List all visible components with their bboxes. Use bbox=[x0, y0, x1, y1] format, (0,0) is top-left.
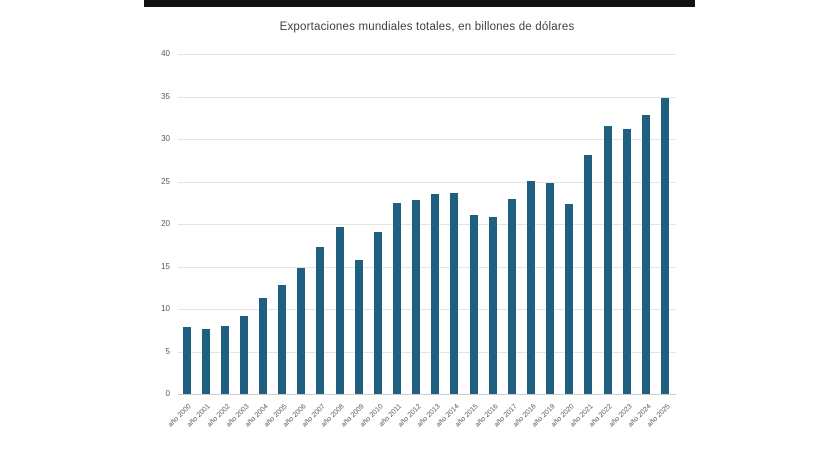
y-tick-label: 40 bbox=[161, 49, 170, 58]
bar-año-2010 bbox=[373, 231, 382, 394]
bar-año-2016 bbox=[488, 217, 497, 394]
chart-title: Exportaciones mundiales totales, en bill… bbox=[279, 21, 575, 33]
bar-año-2004 bbox=[259, 297, 268, 394]
gridline bbox=[178, 266, 676, 268]
y-tick-label: 5 bbox=[165, 346, 170, 356]
bar-año-2011 bbox=[393, 202, 402, 394]
gridline bbox=[178, 181, 676, 183]
gridline bbox=[178, 96, 676, 98]
bar-año-2008 bbox=[335, 226, 344, 394]
gridline bbox=[178, 54, 676, 55]
gridline bbox=[178, 139, 676, 140]
y-tick-label: 30 bbox=[161, 134, 170, 143]
bar-año-2024 bbox=[641, 115, 650, 394]
bar-año-2014 bbox=[450, 192, 459, 394]
bar-año-2017 bbox=[507, 199, 516, 394]
bar-año-2022 bbox=[603, 126, 612, 394]
gridline bbox=[178, 309, 676, 310]
bar-año-2005 bbox=[278, 285, 287, 394]
bar-año-2000 bbox=[182, 326, 191, 394]
bar-año-2002 bbox=[220, 326, 229, 394]
gridline bbox=[178, 224, 676, 225]
y-tick-label: 25 bbox=[161, 176, 170, 186]
bar-año-2006 bbox=[297, 268, 306, 394]
y-tick-label: 10 bbox=[161, 304, 170, 313]
bar-año-2012 bbox=[412, 200, 421, 394]
bar-año-2003 bbox=[239, 315, 248, 394]
bar-año-2009 bbox=[354, 259, 363, 394]
bar-año-2018 bbox=[527, 180, 536, 394]
bar-año-2020 bbox=[565, 203, 574, 394]
bar-año-2013 bbox=[431, 194, 440, 394]
bar-año-2025 bbox=[661, 98, 669, 394]
gridline bbox=[178, 351, 676, 353]
bar-año-2015 bbox=[469, 214, 478, 394]
bar-año-2021 bbox=[584, 155, 593, 394]
window-edge-bar bbox=[144, 0, 695, 7]
y-tick-label: 15 bbox=[161, 261, 170, 271]
bar-año-2019 bbox=[546, 183, 555, 394]
bar-año-2007 bbox=[316, 246, 325, 394]
y-tick-label: 20 bbox=[161, 219, 170, 228]
x-axis-line bbox=[178, 394, 676, 395]
y-tick-label: 35 bbox=[161, 91, 170, 101]
bar-año-2023 bbox=[622, 128, 631, 394]
y-tick-label: 0 bbox=[165, 389, 170, 398]
bar-año-2001 bbox=[201, 329, 210, 394]
